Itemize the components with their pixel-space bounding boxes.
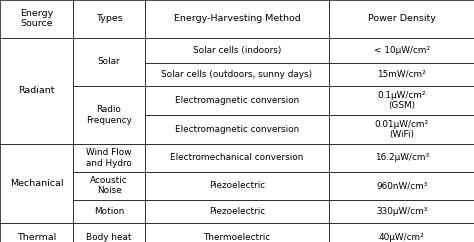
Text: Electromechanical conversion: Electromechanical conversion [170,153,304,162]
Text: 330μW/cm³: 330μW/cm³ [376,207,428,216]
Text: Solar cells (outdoors, sunny days): Solar cells (outdoors, sunny days) [162,70,312,79]
Bar [329,115,474,144]
Text: 40μW/cm²: 40μW/cm² [379,233,425,242]
Bar [329,0,474,38]
Text: 0.01μW/cm²
(WiFi): 0.01μW/cm² (WiFi) [374,120,429,139]
Text: Acoustic
Noise: Acoustic Noise [90,176,128,196]
Text: Solar: Solar [98,57,120,66]
Text: Piezoelectric: Piezoelectric [209,181,265,190]
Bar [145,38,329,63]
Text: Electromagnetic conversion: Electromagnetic conversion [175,125,299,134]
Text: Radio
Frequency: Radio Frequency [86,105,132,125]
Bar [0,0,73,38]
Bar [145,200,329,223]
Bar [0,144,73,223]
Bar [145,115,329,144]
Bar [329,63,474,86]
Text: Types: Types [96,14,122,23]
Bar [145,63,329,86]
Bar [329,172,474,200]
Text: 15mW/cm²: 15mW/cm² [377,70,426,79]
Bar [73,144,145,172]
Bar [329,223,474,242]
Text: Thermal: Thermal [17,233,56,242]
Text: 960nW/cm³: 960nW/cm³ [376,181,428,190]
Bar [329,38,474,63]
Bar [73,200,145,223]
Bar [73,223,145,242]
Bar [145,0,329,38]
Bar [145,223,329,242]
Bar [0,38,73,144]
Bar [0,223,73,242]
Bar [73,38,145,86]
Bar [145,86,329,115]
Bar [329,144,474,172]
Bar [73,172,145,200]
Text: Power Density: Power Density [368,14,436,23]
Text: Energy
Source: Energy Source [20,9,54,29]
Text: Thermoelectric: Thermoelectric [203,233,271,242]
Bar [329,86,474,115]
Text: Energy-Harvesting Method: Energy-Harvesting Method [173,14,301,23]
Text: < 10μW/cm²: < 10μW/cm² [374,46,430,55]
Bar [329,200,474,223]
Text: Piezoelectric: Piezoelectric [209,207,265,216]
Text: Body heat: Body heat [86,233,132,242]
Text: Solar cells (indoors): Solar cells (indoors) [193,46,281,55]
Bar [73,0,145,38]
Text: Mechanical: Mechanical [10,179,64,188]
Text: 16.2μW/cm³: 16.2μW/cm³ [374,153,429,162]
Bar [145,172,329,200]
Bar [73,86,145,144]
Text: Wind Flow
and Hydro: Wind Flow and Hydro [86,148,132,168]
Text: Electromagnetic conversion: Electromagnetic conversion [175,96,299,105]
Text: Motion: Motion [94,207,124,216]
Text: 0.1μW/cm²
(GSM): 0.1μW/cm² (GSM) [377,91,426,110]
Bar [145,144,329,172]
Text: Radiant: Radiant [18,86,55,95]
